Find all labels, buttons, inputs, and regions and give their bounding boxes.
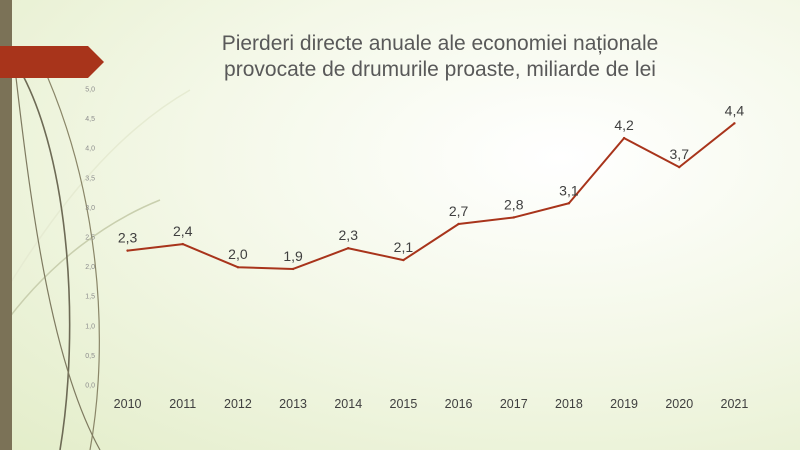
- x-tick-label: 2010: [114, 397, 142, 411]
- data-label: 4,2: [614, 117, 634, 133]
- data-point: [402, 258, 405, 262]
- y-tick-label: 4,5: [85, 116, 95, 123]
- decor-curve: [13, 59, 101, 450]
- data-label: 2,3: [118, 230, 138, 246]
- data-label: 2,3: [339, 227, 359, 243]
- y-tick-label: 4,0: [85, 146, 95, 153]
- data-label: 2,4: [173, 223, 193, 239]
- data-label: 3,1: [559, 182, 579, 198]
- data-point: [291, 267, 295, 271]
- y-tick-label: 5,0: [85, 87, 95, 94]
- data-label: 2,1: [394, 239, 414, 255]
- y-tick-label: 3,5: [85, 175, 95, 182]
- chart-title-line-1: Pierderi directe anuale ale economiei na…: [221, 32, 659, 55]
- data-label: 3,7: [670, 146, 690, 162]
- x-tick-label: 2020: [665, 397, 693, 411]
- y-tick-label: 0,0: [85, 383, 95, 390]
- data-point: [457, 222, 460, 226]
- data-label: 2,7: [449, 203, 469, 219]
- x-tick-label: 2015: [390, 397, 418, 411]
- x-tick-label: 2013: [279, 397, 307, 411]
- title-arrow-shape: [0, 46, 104, 78]
- x-tick-label: 2019: [610, 397, 638, 411]
- x-tick-label: 2011: [169, 397, 196, 411]
- data-point: [347, 247, 350, 250]
- data-point: [733, 122, 736, 125]
- y-tick-label: 2,5: [85, 235, 95, 242]
- data-label: 1,9: [283, 248, 303, 264]
- y-tick-label: 2,0: [85, 264, 95, 271]
- y-tick-label: 1,5: [85, 294, 95, 301]
- chart-title-line-2: provocate de drumurile proaste, miliarde…: [224, 58, 656, 81]
- data-point: [236, 265, 240, 269]
- x-tick-label: 2018: [555, 397, 583, 411]
- y-tick-label: 1,0: [85, 323, 95, 330]
- data-point: [181, 242, 184, 246]
- series-line: [127, 122, 736, 270]
- data-point: [622, 136, 626, 140]
- x-tick-label: 2012: [224, 397, 252, 411]
- left-accent-bar: [0, 0, 12, 450]
- y-tick-label: 0,5: [85, 353, 95, 360]
- x-tick-label: 2014: [334, 397, 362, 411]
- data-label: 2,0: [228, 246, 248, 262]
- x-tick-label: 2017: [500, 397, 528, 411]
- data-point: [678, 165, 681, 169]
- decor-curve: [0, 199, 161, 331]
- decor-curve: [0, 89, 191, 301]
- data-point: [126, 249, 129, 252]
- data-label: 2,8: [504, 196, 524, 212]
- data-point: [512, 216, 515, 219]
- x-tick-label: 2016: [445, 397, 473, 411]
- data-label: 4,4: [725, 102, 745, 118]
- y-tick-label: 3,0: [85, 205, 95, 212]
- decor-curve: [19, 69, 71, 450]
- x-tick-label: 2021: [721, 397, 749, 411]
- decor-curve: [39, 59, 100, 450]
- data-point: [567, 202, 571, 205]
